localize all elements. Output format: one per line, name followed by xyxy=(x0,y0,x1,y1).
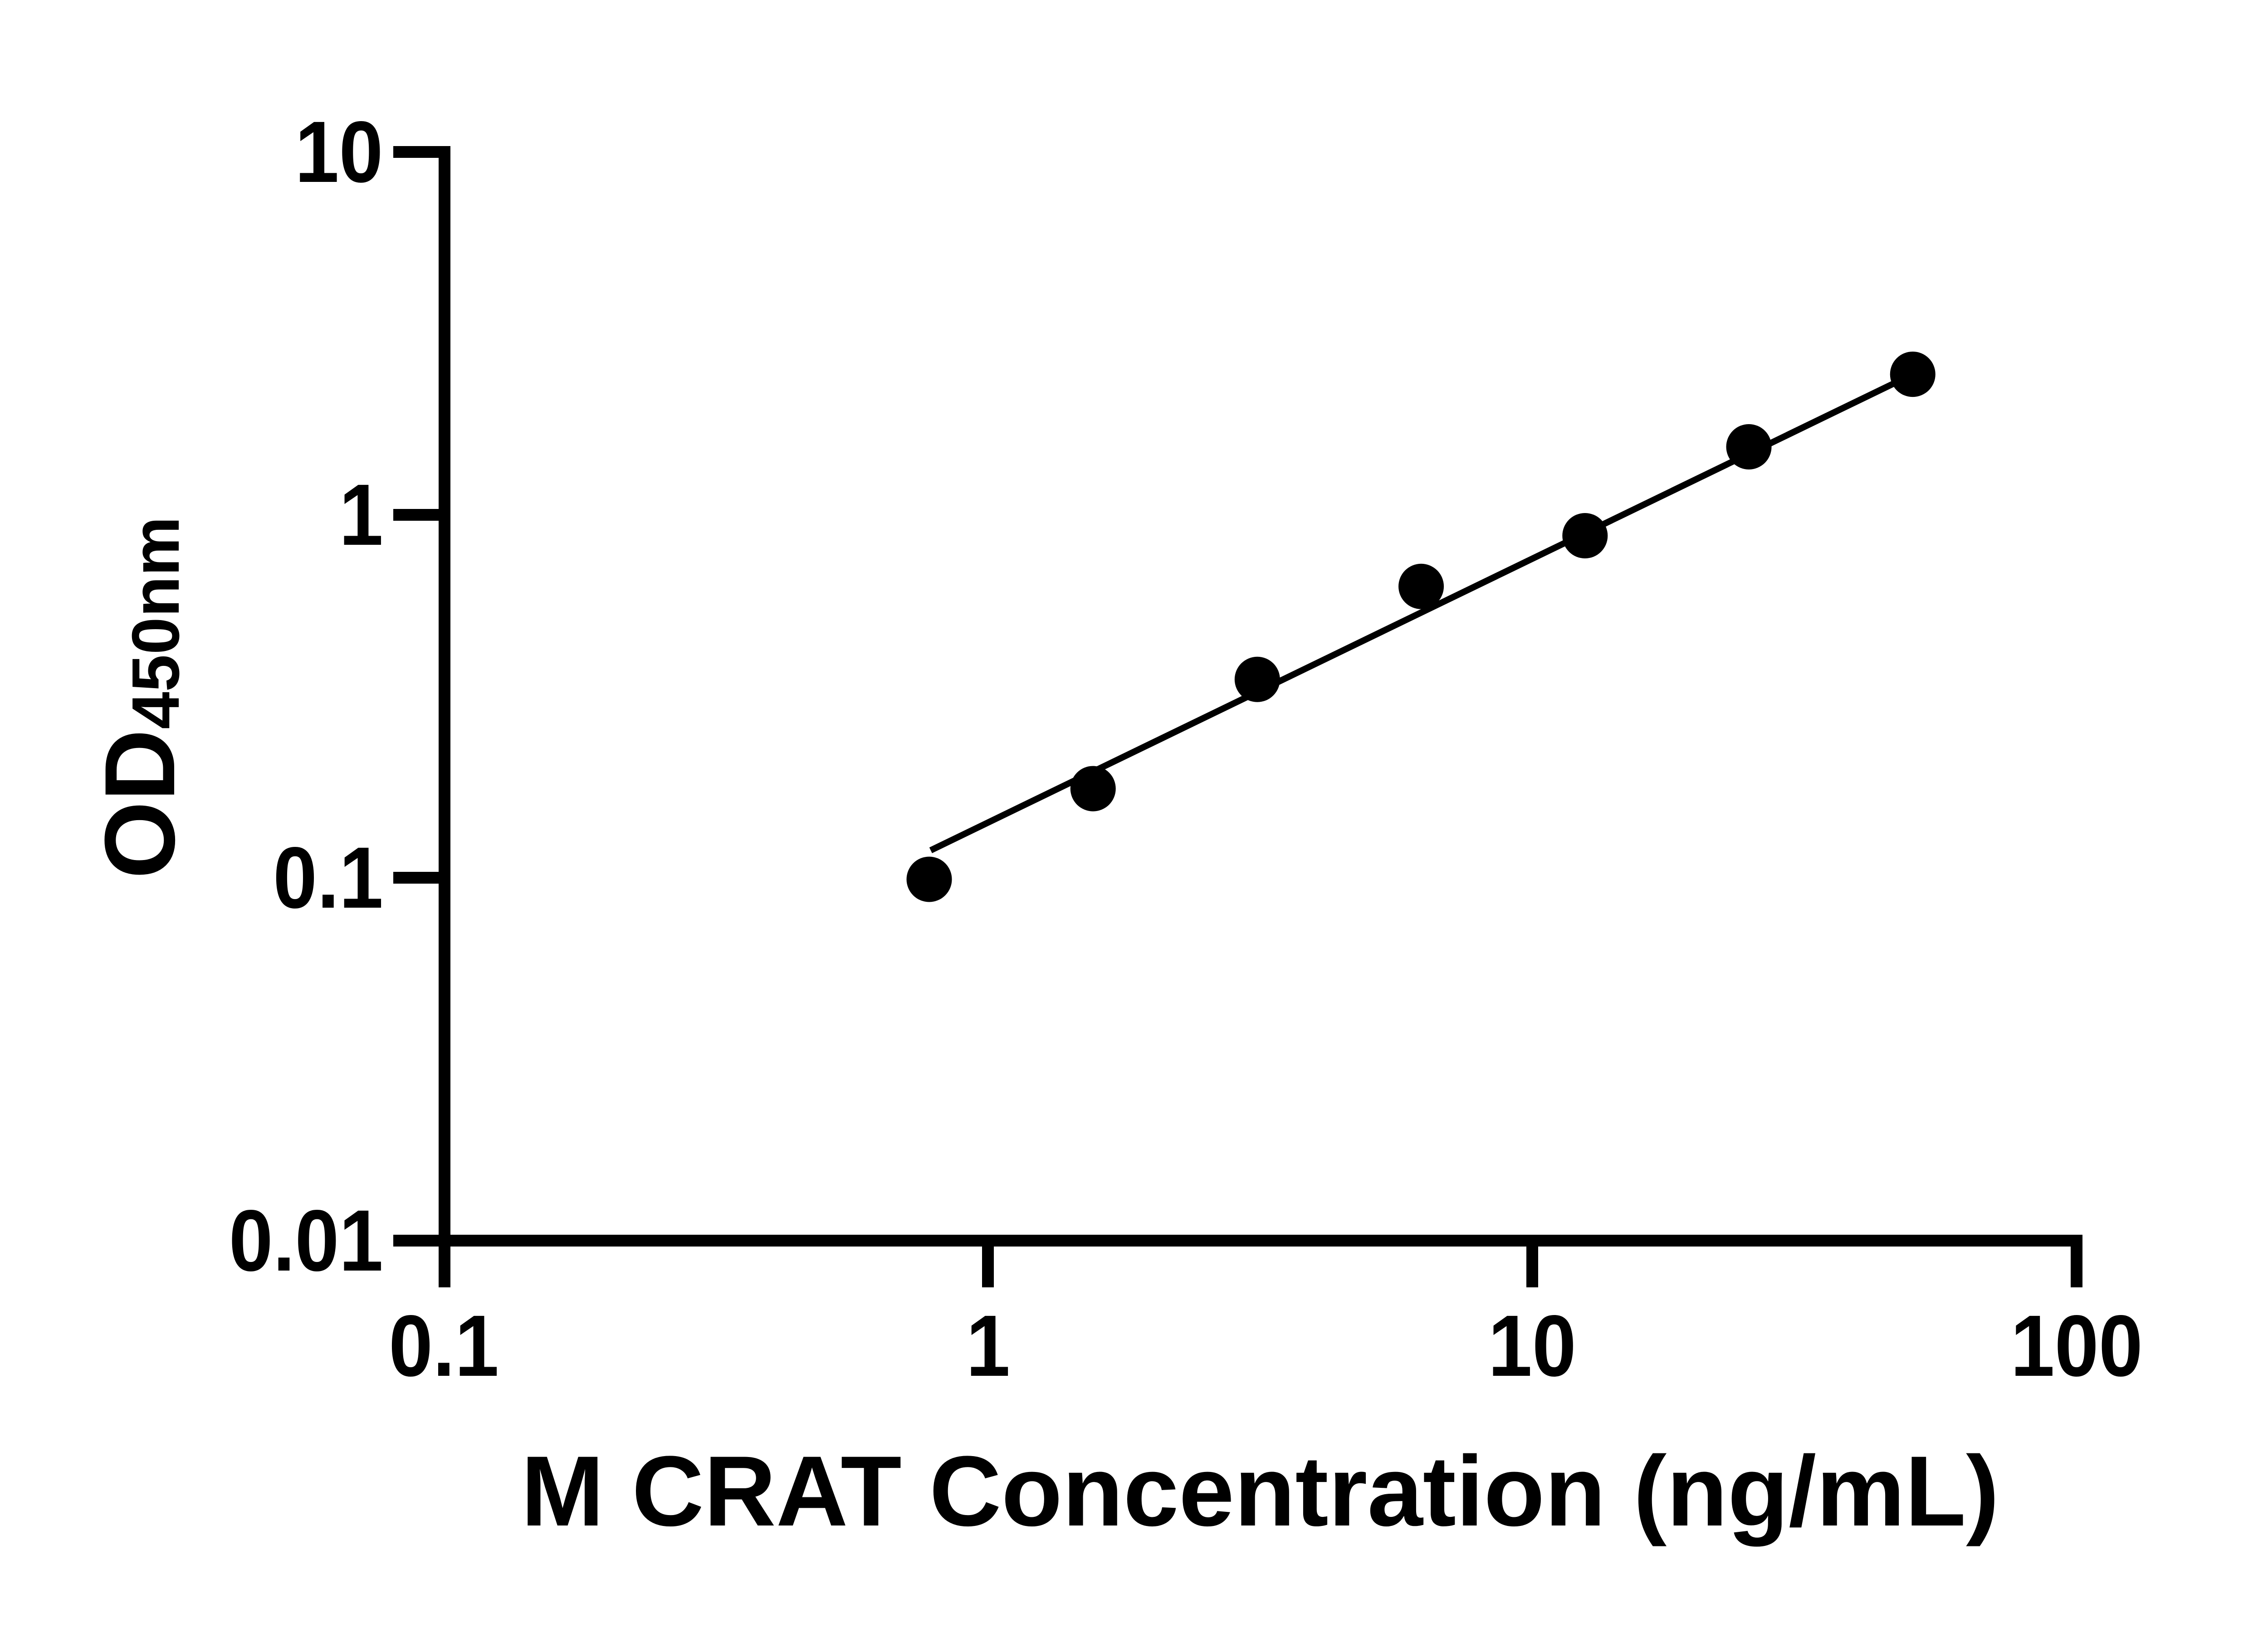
y-axis-line xyxy=(439,146,450,1287)
data-point xyxy=(1562,513,1608,558)
y-tick-label: 10 xyxy=(295,103,383,200)
y-tick xyxy=(393,872,445,884)
data-point xyxy=(1726,424,1772,469)
x-tick-label: 100 xyxy=(2010,1297,2143,1394)
x-tick-label: 0.1 xyxy=(388,1297,499,1394)
y-axis-label: OD450nm xyxy=(81,448,199,947)
data-point xyxy=(906,856,952,902)
x-tick-label: 10 xyxy=(1488,1297,1577,1394)
x-tick xyxy=(1526,1241,1538,1287)
x-tick xyxy=(982,1241,994,1287)
y-axis-label-main: OD xyxy=(84,729,196,879)
y-axis-label-subscript: 450nm xyxy=(118,516,193,729)
x-tick xyxy=(2071,1241,2082,1287)
data-point xyxy=(1398,563,1444,609)
data-point xyxy=(1070,766,1116,812)
y-tick xyxy=(393,509,445,521)
y-tick xyxy=(393,146,445,158)
y-tick xyxy=(393,1235,445,1247)
x-axis-line xyxy=(439,1235,2082,1247)
y-tick-label: 0.01 xyxy=(229,1192,383,1289)
y-tick-label: 0.1 xyxy=(273,829,383,926)
y-tick-label: 1 xyxy=(339,466,383,563)
data-point xyxy=(1890,352,1936,397)
x-axis-label: M CRAT Concentration (ng/mL) xyxy=(521,1435,1999,1547)
data-point xyxy=(1234,656,1280,702)
x-tick-label: 1 xyxy=(966,1297,1010,1394)
